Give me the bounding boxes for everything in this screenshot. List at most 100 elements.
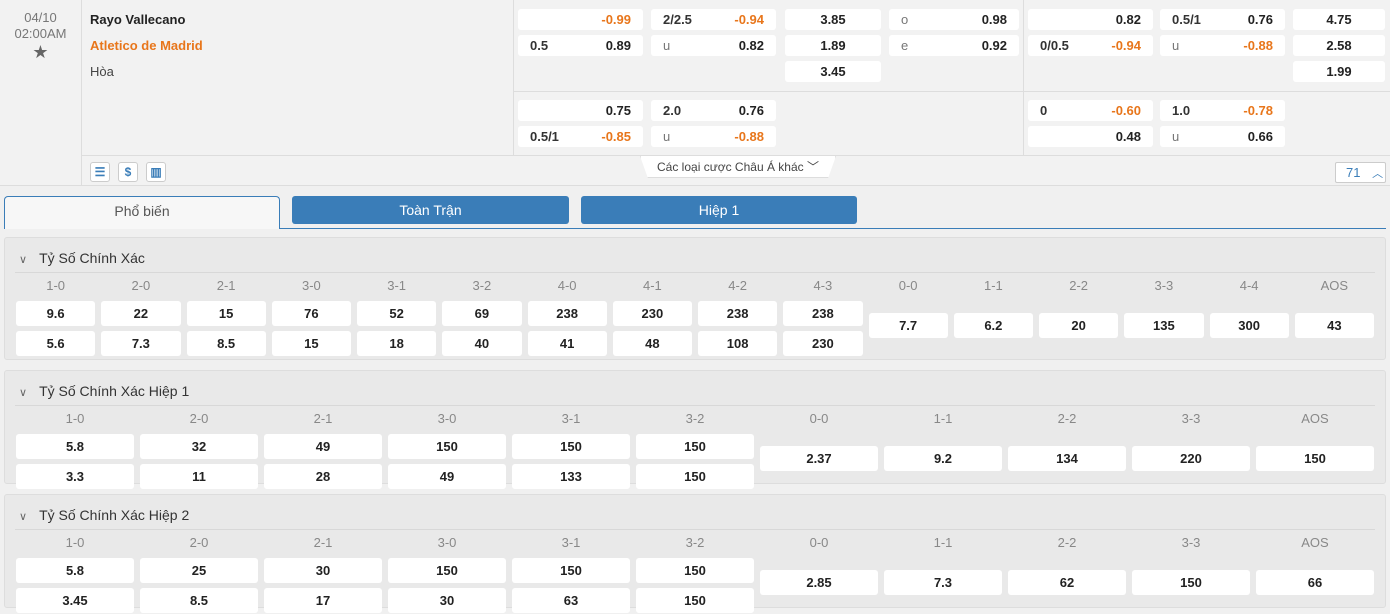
odds-cell[interactable]: 0.48 [1028,126,1153,147]
odds-cell[interactable]: u -0.88 [651,126,776,147]
score-odds[interactable]: 30 [388,588,506,613]
score-odds[interactable]: 9.2 [884,446,1002,471]
score-odds[interactable]: 62 [1008,570,1126,595]
score-odds[interactable]: 108 [698,331,778,356]
odds-cell[interactable]: u 0.66 [1160,126,1285,147]
score-odds[interactable]: 2.85 [760,570,878,595]
score-odds[interactable]: 150 [512,434,630,459]
score-odds[interactable]: 150 [636,588,754,613]
odds-cell[interactable]: u -0.88 [1160,35,1285,56]
dollar-icon[interactable]: $ [118,162,138,182]
score-odds[interactable]: 7.3 [101,331,181,356]
odds-cell[interactable]: 4.75 [1293,9,1385,30]
odds-cell[interactable]: 0.82 [1028,9,1153,30]
score-odds[interactable]: 22 [101,301,181,326]
odds-cell[interactable]: o 0.98 [889,9,1019,30]
odds-cell[interactable]: 3.45 [785,61,881,82]
section-header[interactable]: ∨ Tỷ Số Chính Xác [19,250,145,266]
score-odds[interactable]: 9.6 [16,301,96,326]
score-odds[interactable]: 15 [271,331,351,356]
score-odds[interactable]: 300 [1209,313,1289,338]
score-grid: 1-0 5.8 3.3 2-0 32 11 2-1 49 28 3-0 150 49 3-1 150 133… [13,409,1377,489]
score-odds[interactable]: 133 [512,464,630,489]
layout-icon[interactable]: ☰ [90,162,110,182]
score-odds[interactable]: 2.37 [760,446,878,471]
divider [15,405,1375,406]
score-odds[interactable]: 11 [140,464,258,489]
stats-icon[interactable]: ▥ [146,162,166,182]
score-odds[interactable]: 41 [527,331,607,356]
score-odds[interactable]: 150 [636,558,754,583]
score-odds[interactable]: 150 [512,558,630,583]
odds-cell[interactable]: 0.5 0.89 [518,35,643,56]
more-markets-toggle[interactable]: 71 ︿ [1335,162,1386,183]
score-odds[interactable]: 150 [636,464,754,489]
score-odds[interactable]: 5.8 [16,434,134,459]
odds-cell[interactable]: 3.85 [785,9,881,30]
score-odds[interactable]: 20 [1039,313,1119,338]
score-odds[interactable]: 7.7 [868,313,948,338]
score-odds[interactable]: 43 [1294,313,1374,338]
score-odds[interactable]: 5.8 [16,558,134,583]
odds-cell[interactable]: 0.5/1 0.76 [1160,9,1285,30]
score-odds[interactable]: 25 [140,558,258,583]
score-odds[interactable]: 52 [357,301,437,326]
away-team[interactable]: Atletico de Madrid [90,38,203,53]
odds-cell[interactable]: 2.58 [1293,35,1385,56]
score-odds[interactable]: 150 [1256,446,1374,471]
score-odds[interactable]: 150 [388,558,506,583]
score-odds[interactable]: 150 [388,434,506,459]
odds-cell[interactable]: 0/0.5 -0.94 [1028,35,1153,56]
score-odds[interactable]: 49 [388,464,506,489]
score-odds[interactable]: 230 [783,331,863,356]
tab-popular[interactable]: Phổ biến [4,196,280,229]
score-odds[interactable]: 150 [636,434,754,459]
score-odds[interactable]: 66 [1256,570,1374,595]
odds-cell[interactable]: 2/2.5 -0.94 [651,9,776,30]
score-odds[interactable]: 49 [264,434,382,459]
score-odds[interactable]: 238 [527,301,607,326]
score-odds[interactable]: 8.5 [186,331,266,356]
score-odds[interactable]: 230 [612,301,692,326]
score-odds[interactable]: 30 [264,558,382,583]
score-odds[interactable]: 18 [357,331,437,356]
section-header[interactable]: ∨ Tỷ Số Chính Xác Hiệp 1 [19,383,189,399]
odds-cell[interactable]: 1.99 [1293,61,1385,82]
more-asian-bets-dropdown[interactable]: Các loại cược Châu Á khác ﹀ [640,156,836,178]
score-odds[interactable]: 15 [186,301,266,326]
tab-first-half[interactable]: Hiệp 1 [581,196,857,224]
score-odds[interactable]: 150 [1132,570,1250,595]
score-odds[interactable]: 238 [783,301,863,326]
odds-cell[interactable]: e 0.92 [889,35,1019,56]
score-odds[interactable]: 3.45 [16,588,134,613]
odds-cell[interactable]: 1.89 [785,35,881,56]
odds-cell[interactable]: 2.0 0.76 [651,100,776,121]
score-odds[interactable]: 8.5 [140,588,258,613]
favorite-star-icon[interactable]: ★ [32,42,49,62]
score-odds[interactable]: 63 [512,588,630,613]
odds-cell[interactable]: u 0.82 [651,35,776,56]
score-odds[interactable]: 134 [1008,446,1126,471]
odds-cell[interactable]: 0.75 [518,100,643,121]
score-odds[interactable]: 7.3 [884,570,1002,595]
score-odds[interactable]: 69 [442,301,522,326]
section-header[interactable]: ∨ Tỷ Số Chính Xác Hiệp 2 [19,507,189,523]
score-odds[interactable]: 3.3 [16,464,134,489]
score-odds[interactable]: 40 [442,331,522,356]
odds-cell[interactable]: 0.5/1 -0.85 [518,126,643,147]
score-odds[interactable]: 76 [271,301,351,326]
score-odds[interactable]: 48 [612,331,692,356]
score-odds[interactable]: 238 [698,301,778,326]
score-odds[interactable]: 220 [1132,446,1250,471]
score-odds[interactable]: 28 [264,464,382,489]
score-odds[interactable]: 5.6 [16,331,96,356]
tab-full-match[interactable]: Toàn Trận [292,196,569,224]
odds-cell[interactable]: 0 -0.60 [1028,100,1153,121]
odds-cell[interactable]: 1.0 -0.78 [1160,100,1285,121]
score-odds[interactable]: 17 [264,588,382,613]
odds-cell[interactable]: -0.99 [518,9,643,30]
score-odds[interactable]: 6.2 [953,313,1033,338]
score-odds[interactable]: 32 [140,434,258,459]
home-team[interactable]: Rayo Vallecano [90,12,186,27]
score-odds[interactable]: 135 [1124,313,1204,338]
